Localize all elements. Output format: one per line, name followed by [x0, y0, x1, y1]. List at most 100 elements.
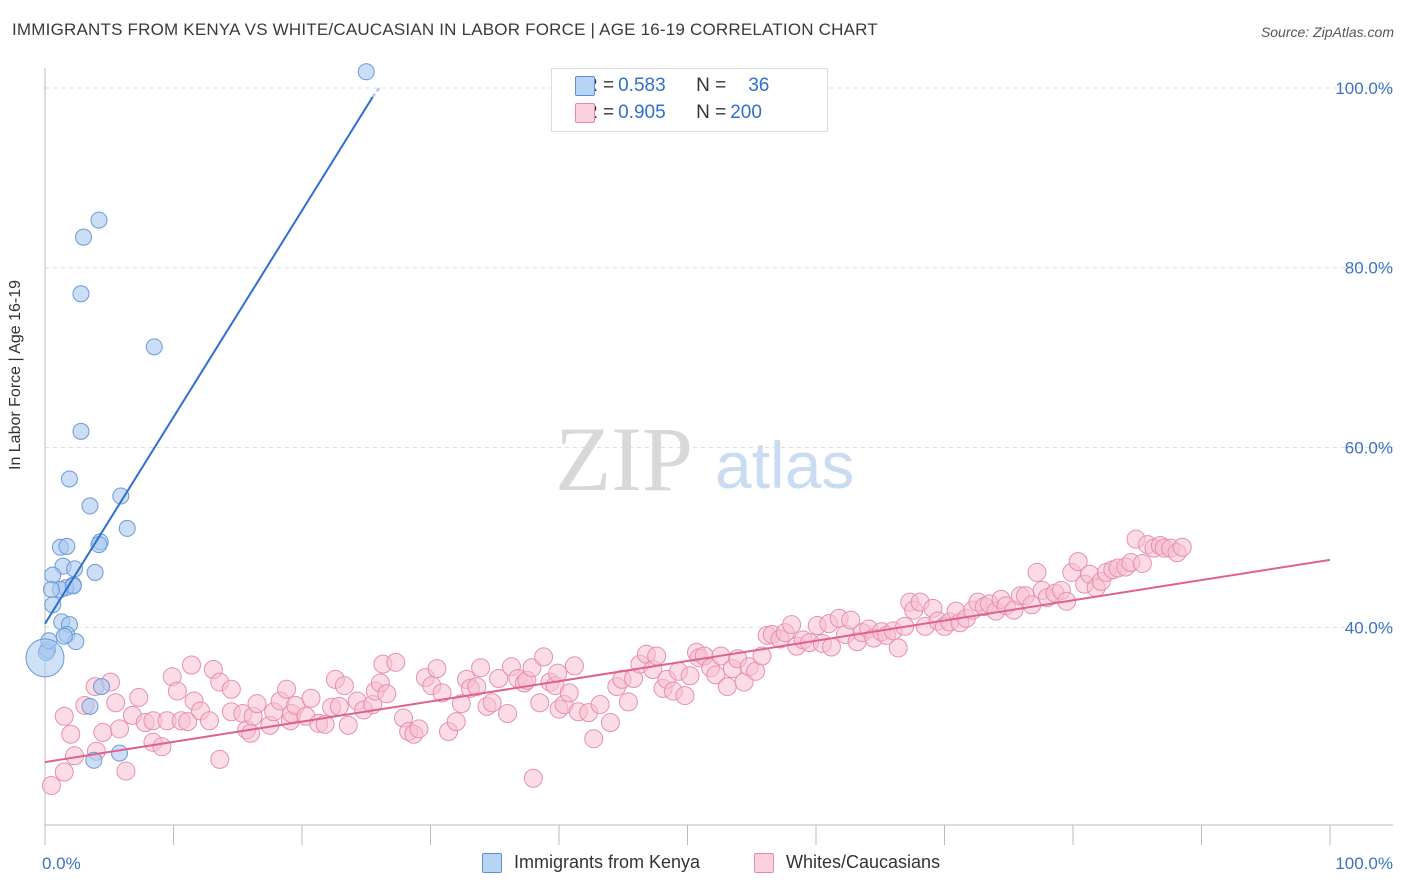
kenya-point: [90, 211, 108, 229]
whites-point: [717, 677, 737, 697]
legend-swatch-whites: [575, 103, 595, 123]
whites-point: [1172, 537, 1192, 557]
whites-point: [559, 683, 579, 703]
whites-point: [334, 676, 354, 696]
whites-point: [167, 681, 187, 701]
legend-item-whites[interactable]: Whites/Caucasians: [754, 852, 940, 873]
series-legend: Immigrants from Kenya Whites/Caucasians: [0, 852, 1406, 876]
whites-point: [523, 768, 543, 788]
legend-swatch-kenya: [575, 76, 595, 96]
legend-item-kenya[interactable]: Immigrants from Kenya: [482, 852, 700, 873]
kenya-point: [42, 581, 60, 599]
whites-point: [888, 638, 908, 658]
kenya-point: [85, 751, 103, 769]
whites-point: [61, 724, 81, 744]
legend-row-whites: R = 0.905 N = 200: [575, 101, 762, 125]
whites-point: [752, 646, 772, 666]
whites-point: [675, 686, 695, 706]
whites-point: [467, 677, 487, 697]
legend-n-label: N =: [696, 75, 727, 96]
whites-point: [54, 706, 74, 726]
kenya-point: [81, 697, 99, 715]
chart-title: IMMIGRANTS FROM KENYA VS WHITE/CAUCASIAN…: [12, 20, 878, 39]
axes: [44, 68, 1393, 845]
whites-point: [471, 658, 491, 678]
kenya-point: [145, 338, 163, 356]
whites-point: [116, 761, 136, 781]
y-tick-label: 80.0%: [1345, 259, 1393, 278]
whites-point: [1132, 553, 1152, 573]
legend-n-label: N =: [696, 102, 727, 123]
tick-labels: 40.0% 60.0% 80.0% 100.0% 0.0% 100.0%: [42, 79, 1393, 873]
legend-r-value: 0.583: [618, 75, 666, 96]
watermark-atlas: atlas: [715, 428, 854, 502]
whites-point: [93, 722, 113, 742]
whites-point: [584, 729, 604, 749]
y-tick-label: 40.0%: [1345, 618, 1393, 637]
legend-n-value: 36: [748, 75, 770, 96]
whites-point: [489, 668, 509, 688]
whites-point: [427, 659, 447, 679]
whites-point: [329, 696, 349, 716]
kenya-point: [25, 638, 65, 678]
whites-point: [409, 719, 429, 739]
kenya-point: [55, 627, 73, 645]
kenya-point: [75, 228, 93, 246]
whites-point: [301, 688, 321, 708]
whites-point: [221, 679, 241, 699]
whites-points: [41, 529, 1192, 795]
whites-point: [181, 655, 201, 675]
y-tick-label: 60.0%: [1345, 439, 1393, 458]
whites-point: [110, 719, 130, 739]
legend-n-value: 200: [730, 102, 762, 123]
legend-swatch-whites: [754, 852, 774, 873]
whites-point: [199, 711, 219, 731]
kenya-point: [112, 487, 130, 505]
whites-point: [377, 684, 397, 704]
legend-r-value: 0.905: [618, 102, 666, 123]
whites-point: [680, 666, 700, 686]
kenya-point: [93, 678, 111, 696]
whites-point: [386, 652, 406, 672]
kenya-trendline-extension: [371, 85, 382, 98]
grid-lines: [45, 87, 1393, 628]
whites-point: [618, 692, 638, 712]
whites-point: [600, 713, 620, 733]
whites-point: [1068, 552, 1088, 572]
y-tick-label: 100.0%: [1335, 79, 1393, 98]
watermark-zip: ZIP: [555, 408, 693, 510]
legend-swatch-kenya: [482, 852, 502, 873]
whites-point: [590, 695, 610, 715]
watermark: ZIP atlas: [555, 408, 854, 510]
legend-row-kenya: R = 0.583 N = 36: [575, 74, 770, 98]
kenya-point: [60, 470, 78, 488]
whites-point: [41, 775, 61, 795]
y-axis-label: In Labor Force | Age 16-19: [7, 279, 24, 470]
whites-point: [1027, 562, 1047, 582]
kenya-point: [58, 537, 76, 555]
whites-point: [338, 715, 358, 735]
whites-point: [152, 737, 172, 757]
whites-point: [432, 683, 452, 703]
whites-point: [534, 647, 554, 667]
kenya-point: [72, 285, 90, 303]
whites-point: [54, 762, 74, 782]
whites-point: [210, 749, 230, 769]
whites-point: [129, 687, 149, 707]
whites-point: [498, 704, 518, 724]
kenya-point: [111, 744, 129, 762]
whites-point: [782, 615, 802, 635]
whites-point: [277, 679, 297, 699]
whites-point: [564, 656, 584, 676]
kenya-point: [118, 519, 136, 537]
x-tick-label: 0.0%: [42, 854, 81, 873]
kenya-point: [81, 497, 99, 515]
whites-point: [247, 694, 267, 714]
whites-point: [821, 637, 841, 657]
whites-point: [106, 693, 126, 713]
whites-point: [451, 694, 471, 714]
whites-point: [482, 693, 502, 713]
whites-point: [315, 714, 335, 734]
x-tick-label: 100.0%: [1335, 854, 1393, 873]
